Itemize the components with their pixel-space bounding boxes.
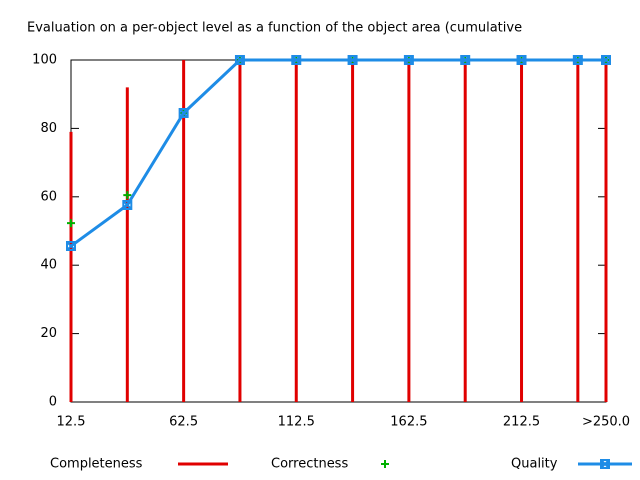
x-tick-label: 162.5 bbox=[390, 415, 427, 430]
y-tick-label: 20 bbox=[40, 326, 57, 341]
chart-title: Evaluation on a per-object level as a fu… bbox=[27, 21, 522, 36]
y-tick-label: 60 bbox=[40, 189, 57, 204]
x-tick-label: 212.5 bbox=[503, 415, 540, 430]
legend-swatch bbox=[381, 460, 389, 468]
y-tick-label: 80 bbox=[40, 121, 57, 136]
point bbox=[291, 55, 302, 65]
point bbox=[403, 55, 414, 65]
legend-swatch bbox=[600, 459, 610, 469]
x-tick-label: 12.5 bbox=[57, 415, 86, 430]
point bbox=[234, 55, 245, 65]
y-tick-label: 0 bbox=[49, 395, 57, 410]
point bbox=[67, 219, 75, 228]
y-tick-label: 40 bbox=[40, 258, 57, 273]
legend-label: Completeness bbox=[50, 457, 143, 472]
point bbox=[572, 55, 583, 65]
legend-label: Correctness bbox=[271, 457, 348, 472]
point bbox=[516, 55, 527, 65]
point bbox=[66, 241, 76, 252]
point bbox=[460, 55, 471, 65]
x-tick-label: 62.5 bbox=[169, 415, 198, 430]
point bbox=[178, 108, 189, 119]
x-tick-label: >250.0 bbox=[582, 415, 630, 430]
x-tick-label: 112.5 bbox=[278, 415, 315, 430]
point bbox=[123, 191, 132, 200]
legend-label: Quality bbox=[511, 457, 558, 472]
point bbox=[122, 200, 133, 211]
point bbox=[347, 55, 358, 65]
y-tick-label: 100 bbox=[32, 53, 57, 68]
point bbox=[601, 55, 611, 65]
